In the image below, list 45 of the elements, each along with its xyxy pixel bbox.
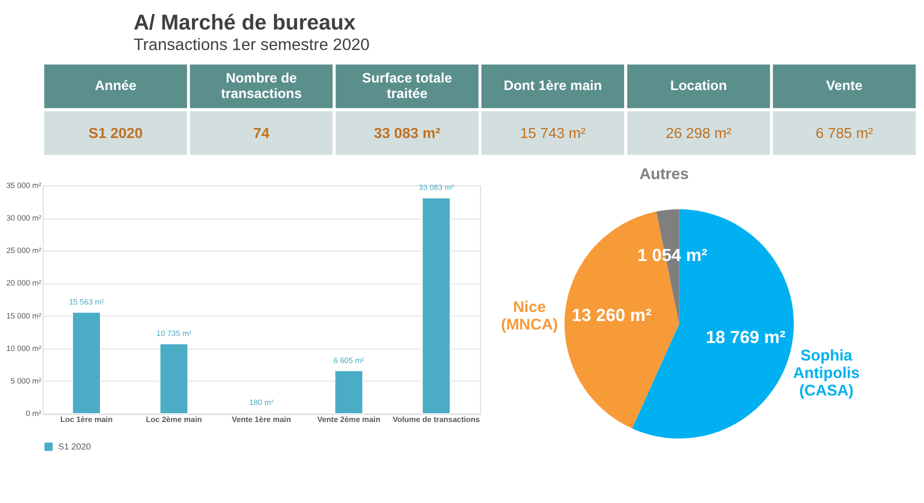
category-label: Nombre de transactions <box>220 70 302 101</box>
category-label: Location <box>670 78 727 94</box>
x-tick-label: Vente 2ème main <box>317 415 381 424</box>
data-label: 33 083 m² <box>418 183 454 192</box>
x-tick-label: Volume de transactions <box>392 415 480 424</box>
data-label: 6 605 m² <box>333 356 365 365</box>
y-tick-label: 30 000 m² <box>6 213 42 222</box>
text: 6 785 m² <box>816 126 874 142</box>
y-tick-label: 0 m² <box>26 409 42 418</box>
text: 26 298 m² <box>666 126 732 142</box>
bar <box>422 197 451 414</box>
bar <box>72 312 101 414</box>
y-tick-label: 20 000 m² <box>6 278 42 288</box>
category-label: Dont 1ère main <box>504 78 602 94</box>
x-tick-label: Vente 1ère main <box>232 415 292 424</box>
text: A/ Marché de bureaux <box>134 10 356 34</box>
text: 33 083 m² <box>374 126 440 142</box>
x-tick-label: Loc 1ère main <box>60 415 113 424</box>
slice-label: Nice (MNCA) <box>501 299 558 334</box>
text: S1 2020 <box>88 126 143 142</box>
bar <box>334 370 364 414</box>
pie-slice <box>632 209 794 438</box>
y-tick-label: 15 000 m² <box>6 311 42 320</box>
category-label: Année <box>94 78 137 94</box>
text: 74 <box>253 126 270 142</box>
category-label: Surface totale traitée <box>362 70 452 101</box>
text: 15 743 m² <box>520 126 586 142</box>
text: Transactions 1er semestre 2020 <box>134 36 370 54</box>
data-label: 10 735 m² <box>156 328 192 338</box>
data-label: 15 563 m² <box>68 297 104 306</box>
y-tick-label: 5 000 m² <box>10 376 42 386</box>
bar <box>159 343 188 414</box>
y-tick-label: 10 000 m² <box>6 344 42 353</box>
category-label: Vente <box>826 78 863 94</box>
y-tick-label: 35 000 m² <box>6 180 42 190</box>
data-label: 180 m² <box>249 398 274 407</box>
slice-label: Autres <box>640 166 689 183</box>
y-tick-label: 25 000 m² <box>6 246 42 256</box>
x-tick-label: Loc 2ème main <box>146 415 202 424</box>
data-label: 18 769 m² <box>706 327 786 348</box>
data-label: 13 260 m² <box>572 305 652 326</box>
data-label: 1 054 m² <box>637 245 708 266</box>
legend-label: S1 2020 <box>58 442 91 452</box>
slice-label: Sophia Antipolis (CASA) <box>793 347 860 400</box>
pie-slice <box>564 212 680 428</box>
